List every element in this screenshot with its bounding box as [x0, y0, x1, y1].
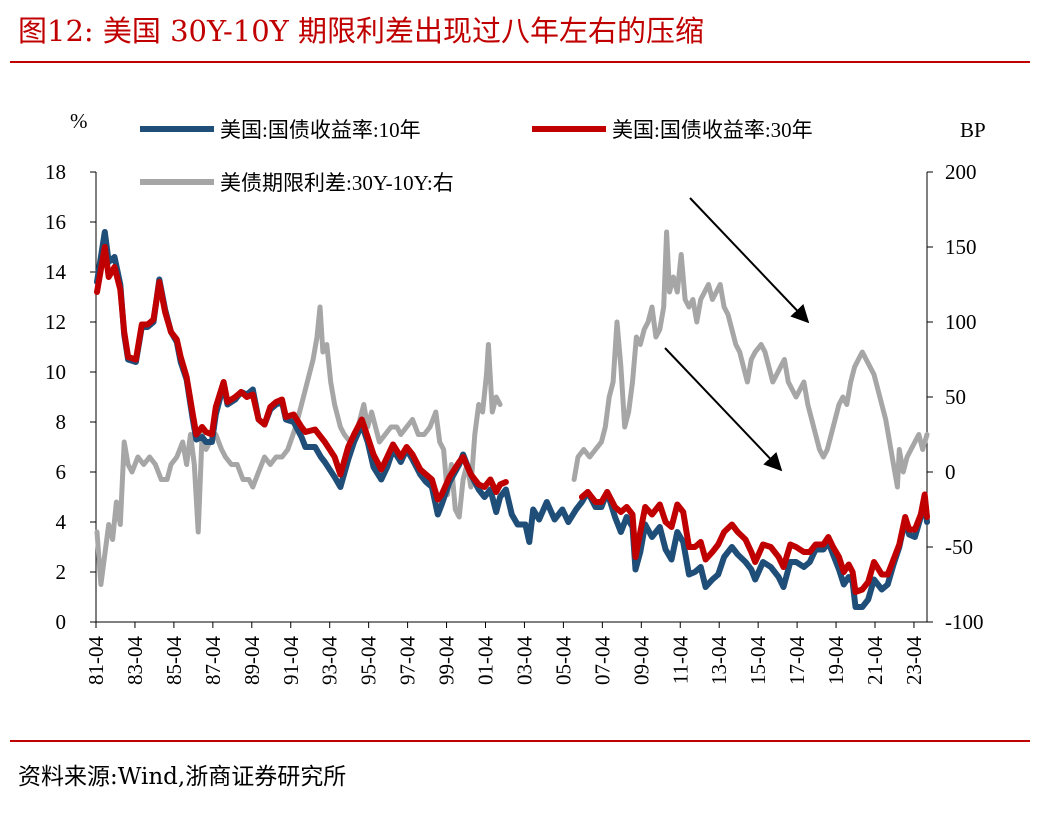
legend-label: 美债期限利差:30Y-10Y:右 [220, 171, 454, 195]
legend-item-10y: 美国:国债收益率:10年 [140, 118, 421, 142]
source-divider [10, 740, 1030, 742]
x-axis-tick-label: 09-04 [629, 636, 653, 685]
x-axis-tick-label: 07-04 [590, 636, 614, 685]
left-axis-tick-label: 18 [45, 160, 66, 184]
legend-item-spread: 美债期限利差:30Y-10Y:右 [140, 171, 454, 195]
series-line-spread [94, 304, 503, 587]
right-axis-tick-label: 150 [945, 235, 977, 259]
chart-annotations [664, 197, 810, 472]
x-axis-tick-label: 95-04 [357, 636, 381, 685]
x-axis-tick-label: 21-04 [863, 636, 887, 685]
left-axis-unit-label: % [70, 109, 88, 133]
x-axis-tick-label: 13-04 [707, 636, 731, 685]
left-axis-tick-label: 16 [45, 210, 66, 234]
figure-title: 图12: 美国 30Y-10Y 期限利差出现过八年左右的压缩 [18, 14, 705, 48]
right-axis-tick-label: 50 [945, 385, 966, 409]
x-axis-tick-label: 97-04 [396, 636, 420, 685]
left-axis-tick-label: 8 [56, 410, 67, 434]
source-note: 资料来源:Wind,浙商证券研究所 [18, 764, 347, 790]
x-axis-tick-label: 15-04 [746, 636, 770, 685]
right-axis-unit-label: BP [960, 118, 986, 142]
legend-label: 美国:国债收益率:30年 [612, 118, 813, 142]
x-axis-tick-label: 81-04 [84, 636, 108, 685]
right-axis-tick-label: 0 [945, 460, 956, 484]
left-axis-tick-label: 12 [45, 310, 66, 334]
series-line-30y [578, 489, 930, 595]
left-axis-tick-label: 6 [56, 460, 67, 484]
x-axis-tick-label: 99-04 [435, 636, 459, 685]
x-axis-tick-label: 91-04 [279, 636, 303, 685]
left-axis-tick-label: 4 [56, 510, 67, 534]
right-axis-tick-label: 200 [945, 160, 977, 184]
x-axis-tick-label: 89-04 [240, 636, 264, 685]
series-line-spread [571, 229, 930, 490]
x-axis-tick-label: 85-04 [162, 636, 186, 685]
legend-item-30y: 美国:国债收益率:30年 [532, 118, 813, 142]
x-axis-tick-label: 03-04 [512, 636, 536, 685]
title-divider [10, 61, 1030, 63]
series-line-30y [94, 244, 509, 503]
arrow-down-right-1 [689, 197, 810, 324]
x-axis-tick-label: 93-04 [318, 636, 342, 685]
chart-lines [94, 229, 930, 610]
left-axis-tick-label: 0 [56, 610, 67, 634]
left-axis-tick-label: 10 [45, 360, 66, 384]
right-axis-tick-label: -50 [945, 535, 973, 559]
x-axis-tick-label: 87-04 [201, 636, 225, 685]
right-axis-tick-label: -100 [945, 610, 984, 634]
x-axis-tick-label: 23-04 [902, 636, 926, 685]
x-axis-tick-label: 05-04 [551, 636, 575, 685]
chart-axes: 0 2 4 6 8 10 12 14 16 18 -100 -50 0 50 100 150 200% BP 81-… [45, 109, 986, 685]
x-axis-tick-label: 01-04 [474, 636, 498, 685]
x-axis-tick-label: 17-04 [785, 636, 809, 685]
x-axis-tick-label: 11-04 [668, 636, 692, 685]
legend-label: 美国:国债收益率:10年 [220, 118, 421, 142]
left-axis-tick-label: 2 [56, 560, 67, 584]
x-axis-tick-label: 19-04 [824, 636, 848, 685]
arrow-down-right-2 [664, 347, 783, 472]
right-axis-tick-label: 100 [945, 310, 977, 334]
left-axis-tick-label: 14 [45, 260, 67, 284]
x-axis-tick-label: 83-04 [123, 636, 147, 685]
